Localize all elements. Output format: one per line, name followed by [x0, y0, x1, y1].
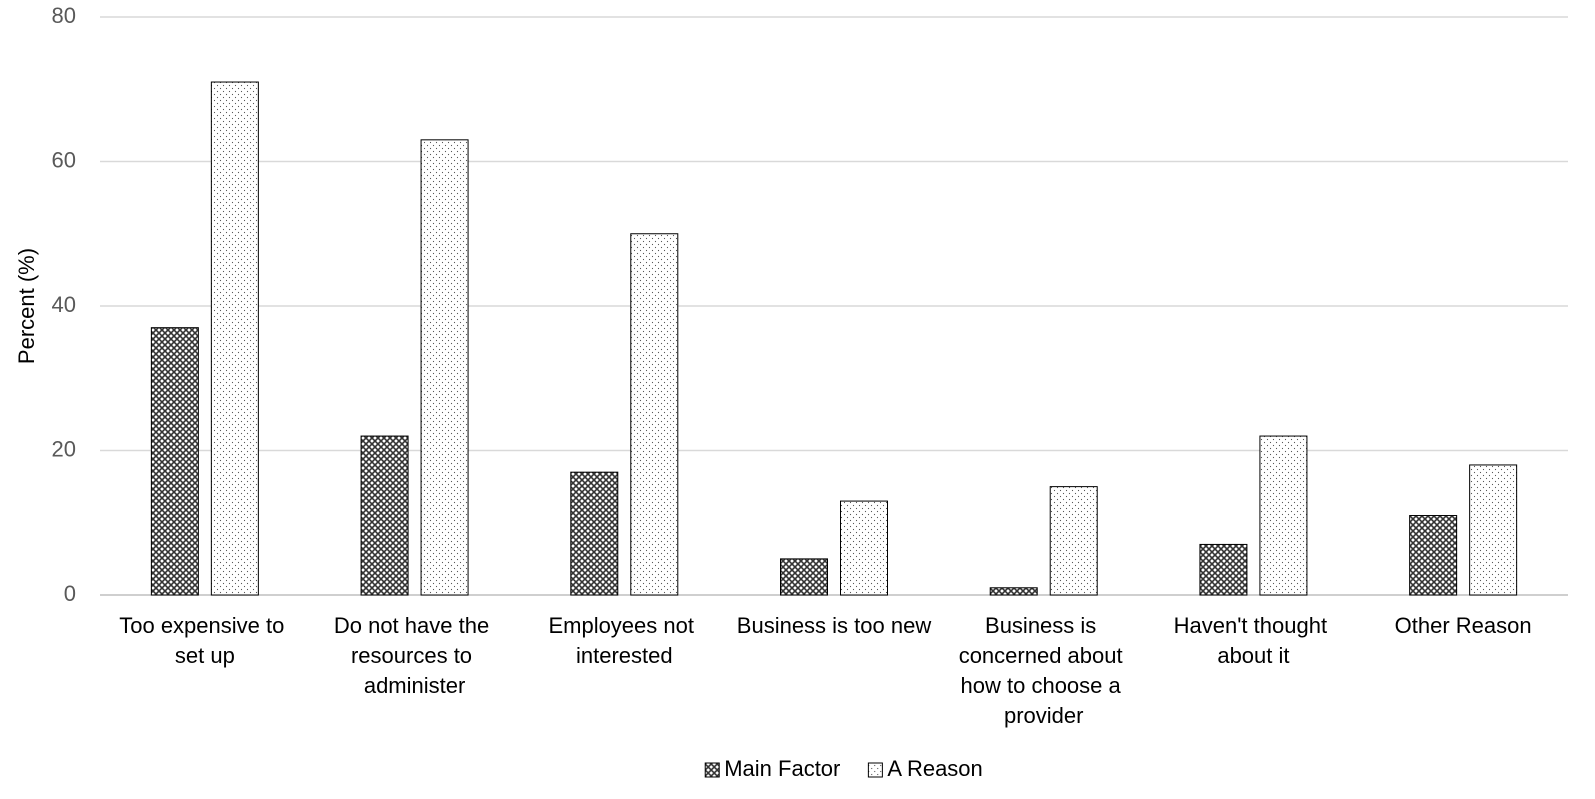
x-tick-label: Employees not interested — [548, 613, 700, 668]
legend-swatch — [704, 762, 720, 778]
y-tick-label: 60 — [52, 147, 76, 172]
bar — [1199, 543, 1248, 596]
bar — [989, 587, 1038, 596]
y-tick-label: 20 — [52, 436, 76, 461]
bar — [420, 139, 469, 596]
y-tick-label: 40 — [52, 292, 76, 317]
y-tick-label: 80 — [52, 3, 76, 28]
bar — [1049, 486, 1098, 596]
x-tick-label: Haven't thought about it — [1174, 613, 1334, 668]
legend-label: Main Factor — [724, 756, 840, 781]
y-tick-label: 0 — [64, 581, 76, 606]
x-tick-label: Business is too new — [737, 613, 932, 638]
x-tick-label: Other Reason — [1395, 613, 1532, 638]
legend: Main Factor A Reason — [704, 756, 983, 781]
bar — [1409, 515, 1458, 596]
bar — [570, 471, 619, 596]
bar — [150, 327, 199, 596]
x-tick-label: Do not have the resources to administer — [334, 613, 495, 698]
legend-swatch — [867, 762, 883, 778]
legend-label: A Reason — [887, 756, 982, 781]
y-axis-label: Percent (%) — [14, 248, 39, 364]
x-tick-label: Too expensive to set up — [119, 613, 290, 668]
bar — [780, 558, 828, 596]
bar — [210, 81, 259, 596]
bar — [840, 500, 888, 596]
bar — [1469, 464, 1518, 596]
bar — [1259, 435, 1308, 596]
bar — [630, 233, 679, 596]
x-tick-label: Business is concerned about how to choos… — [959, 613, 1129, 728]
bar — [360, 435, 409, 596]
